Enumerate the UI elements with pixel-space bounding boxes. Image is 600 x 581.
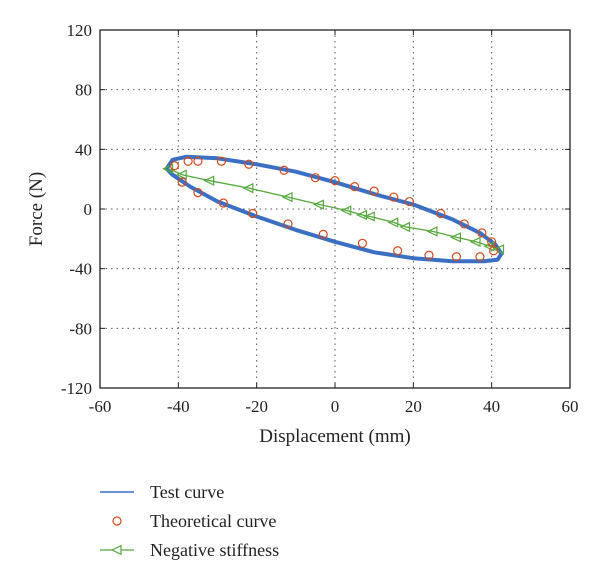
negative-stiffness-marker [203,175,215,186]
legend-item-theoretical-curve: Theoretical curve [112,511,276,531]
negative-stiffness-marker [387,217,399,228]
theoretical-curve-point [244,159,254,169]
theoretical-curve-point [475,252,485,262]
theoretical-curve-point [451,252,462,262]
legend-label-negative-stiffness: Negative stiffness [150,540,279,560]
negative-stiffness-marker [399,221,411,233]
theoretical-curve-point [369,186,379,196]
theoretical-curve-point [404,196,415,207]
theoretical-curve-point [349,182,360,192]
negative-stiffness-marker [312,199,324,210]
theoretical-curve-point [183,156,193,166]
theoretical-curve-point [279,165,289,175]
grid-lines [100,30,570,388]
x-tick-label: 20 [405,397,422,416]
theoretical-curve-point [216,156,227,166]
theoretical-curve-point [393,246,403,256]
theoretical-curve-point [489,246,499,256]
theoretical-curve-point [318,229,328,239]
theoretical-curve-point [459,219,469,229]
negative-stiffness-marker [356,209,368,221]
theoretical-curve-point [436,208,446,219]
y-tick-label: 40 [75,140,92,159]
theoretical-curve-point [193,156,203,166]
x-tick-label: 60 [562,397,579,416]
negative-stiffness-marker [493,244,505,255]
negative-stiffness-marker [469,236,481,248]
legend-label-theoretical-curve: Theoretical curve [150,511,276,531]
legend-item-test-curve: Test curve [100,482,224,502]
negative-stiffness-marker [363,211,375,222]
theoretical-curve-point [389,192,399,202]
theoretical-curve-point [177,177,187,187]
y-tick-label: -120 [61,379,92,398]
negative-stiffness-marker [175,169,187,180]
negative-stiffness-marker [242,182,254,194]
negative-stiffness-marker [162,163,174,174]
x-tick-label: -20 [245,397,268,416]
theoretical-curve-point [248,208,258,219]
y-tick-label: -80 [69,319,92,338]
test-curve-line [164,154,504,264]
theoretical-curve-point [424,250,434,260]
theoretical-curve-point [357,238,368,248]
x-tick-label: 40 [483,397,500,416]
legend-symbol-triangle [110,544,122,556]
legend-label-test-curve: Test curve [150,482,224,502]
y-tick-label: -40 [69,260,92,279]
y-tick-label: 120 [67,21,93,40]
legend-item-negative-stiffness: Negative stiffness [100,540,279,560]
theoretical-curve-point [193,187,203,198]
theoretical-curve-point [330,176,340,186]
legend: Test curve Theoretical curve Negative st… [100,482,279,560]
theoretical-curve-point [487,237,497,247]
plot-frame [99,29,571,389]
x-tick-label: 0 [331,397,340,416]
data-series [162,154,505,264]
negative-stiffness-marker [281,191,293,203]
theoretical-curve-point [169,161,180,171]
negative-stiffness-marker [340,205,352,216]
theoretical-curve-point [283,219,293,229]
y-tick-label: 80 [75,81,92,100]
x-tick-label: -60 [89,397,112,416]
theoretical-curve-point [218,198,228,208]
y-axis-label: Force (N) [26,172,47,246]
x-tick-label: -40 [167,397,190,416]
x-axis-label: Displacement (mm) [259,426,410,447]
legend-symbol-circle [112,516,122,526]
theoretical-curve-point [477,228,487,238]
negative-stiffness-marker [450,232,462,243]
negative-stiffness-marker [426,226,438,237]
axis-ticks: -60 -40 -20 0 20 40 60 -120 -80 -40 0 40 80 120 [61,21,579,416]
y-tick-label: 0 [84,200,93,219]
theoretical-curve-point [310,173,321,183]
